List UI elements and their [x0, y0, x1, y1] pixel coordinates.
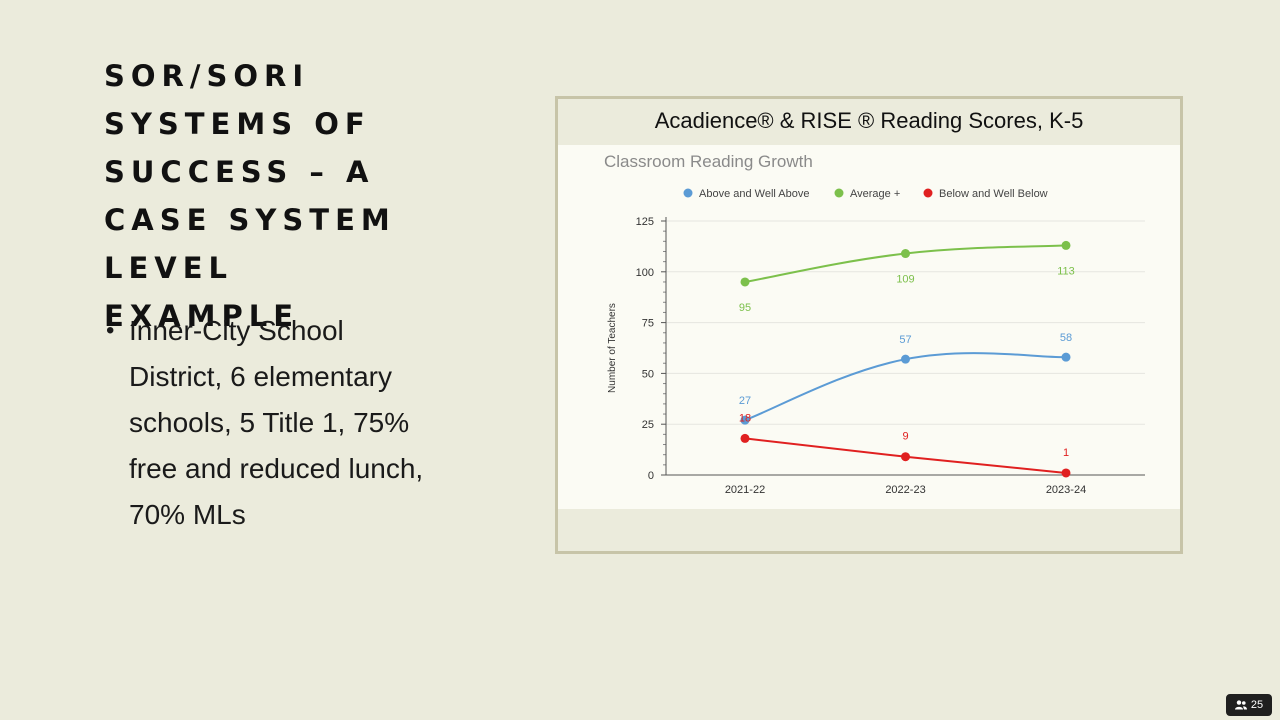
- y-tick-label: 0: [648, 470, 654, 482]
- legend-label: Below and Well Below: [939, 188, 1048, 200]
- bullet-text: Inner-City School District, 6 elementary…: [129, 315, 424, 530]
- data-point-average-plus: [740, 277, 750, 287]
- legend-marker: [923, 188, 933, 198]
- data-point-below-well-below: [740, 433, 750, 443]
- data-label-above-well-above: 27: [739, 395, 751, 407]
- legend-marker: [683, 188, 693, 198]
- legend-marker: [834, 188, 844, 198]
- y-tick-label: 50: [642, 368, 654, 380]
- bullet-dot: •: [106, 317, 115, 344]
- data-point-below-well-below: [901, 452, 910, 462]
- slide-title: SOR/SORI SYSTEMS OF SUCCESS – A CASE SYS…: [104, 59, 396, 333]
- data-label-below-well-below: 9: [902, 431, 908, 443]
- y-tick-label: 100: [636, 267, 654, 279]
- chart-panel: Classroom Reading Growth Above and Well A…: [558, 145, 1180, 509]
- chart-title: Classroom Reading Growth: [604, 152, 813, 171]
- data-label-average-plus: 113: [1057, 265, 1075, 277]
- chart-banner-title: Acadience® & RISE ® Reading Scores, K-5: [654, 108, 1084, 133]
- data-point-average-plus: [901, 249, 910, 259]
- bullet-item: • Inner-City School District, 6 elementa…: [104, 308, 424, 538]
- data-point-above-well-above: [1061, 352, 1071, 362]
- participants-count: 25: [1250, 699, 1264, 711]
- line-chart: Classroom Reading Growth Above and Well A…: [604, 152, 1145, 496]
- participants-badge[interactable]: 25: [1226, 694, 1272, 716]
- data-point-below-well-below: [1061, 468, 1071, 478]
- legend-label: Average +: [850, 188, 900, 200]
- data-label-average-plus: 95: [739, 302, 751, 314]
- y-tick-label: 125: [636, 216, 654, 228]
- people-icon: [1234, 700, 1247, 710]
- x-tick-label: 2021-22: [725, 484, 765, 496]
- data-label-below-well-below: 1: [1063, 447, 1069, 459]
- data-label-average-plus: 109: [896, 274, 914, 286]
- chart-frame: Acadience® & RISE ® Reading Scores, K-5 …: [555, 96, 1183, 554]
- y-tick-label: 75: [642, 318, 654, 330]
- x-tick-label: 2023-24: [1046, 484, 1086, 496]
- y-axis-label: Number of Teachers: [607, 303, 618, 393]
- data-point-above-well-above: [901, 354, 910, 364]
- y-tick-label: 25: [642, 419, 654, 431]
- data-point-above-well-above: [740, 415, 750, 425]
- data-point-average-plus: [1061, 240, 1071, 250]
- bullet-list: • Inner-City School District, 6 elementa…: [104, 308, 424, 538]
- legend-label: Above and Well Above: [699, 188, 809, 200]
- data-label-below-well-below: 18: [739, 412, 751, 424]
- x-tick-label: 2022-23: [885, 484, 925, 496]
- data-label-above-well-above: 58: [1060, 332, 1072, 344]
- data-label-above-well-above: 57: [899, 334, 911, 346]
